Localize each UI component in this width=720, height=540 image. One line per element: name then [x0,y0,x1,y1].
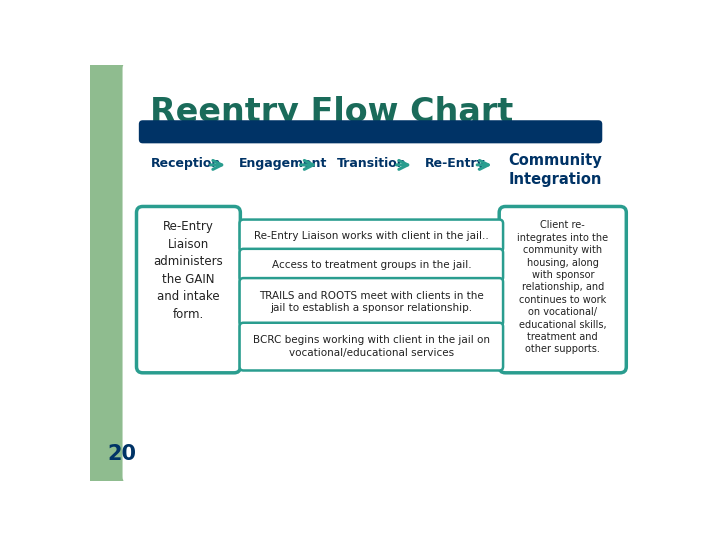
Text: Engagement: Engagement [239,157,327,170]
FancyBboxPatch shape [240,323,503,370]
FancyBboxPatch shape [90,65,138,481]
Text: Client re-
integrates into the
community with
housing, along
with sponsor
relati: Client re- integrates into the community… [517,220,608,354]
FancyBboxPatch shape [240,249,503,281]
FancyBboxPatch shape [499,206,626,373]
Text: BCRC begins working with client in the jail on
vocational/educational services: BCRC begins working with client in the j… [253,335,490,358]
FancyBboxPatch shape [240,278,503,326]
Text: Community
Integration: Community Integration [508,153,602,187]
Text: Re-Entry: Re-Entry [425,157,485,170]
Text: Re-Entry
Liaison
administers
the GAIN
and intake
form.: Re-Entry Liaison administers the GAIN an… [153,220,223,321]
FancyBboxPatch shape [81,56,165,155]
Text: 20: 20 [107,444,136,464]
Text: Re-Entry Liaison works with client in the jail..: Re-Entry Liaison works with client in th… [254,231,489,241]
Text: Reentry Flow Chart: Reentry Flow Chart [150,96,513,129]
FancyBboxPatch shape [240,220,503,252]
Text: Transition: Transition [336,157,406,170]
FancyBboxPatch shape [139,120,602,143]
Text: Reception: Reception [150,157,221,170]
Text: TRAILS and ROOTS meet with clients in the
jail to establish a sponsor relationsh: TRAILS and ROOTS meet with clients in th… [259,291,484,313]
FancyBboxPatch shape [122,61,652,484]
FancyBboxPatch shape [137,206,240,373]
Text: Access to treatment groups in the jail.: Access to treatment groups in the jail. [271,260,471,270]
